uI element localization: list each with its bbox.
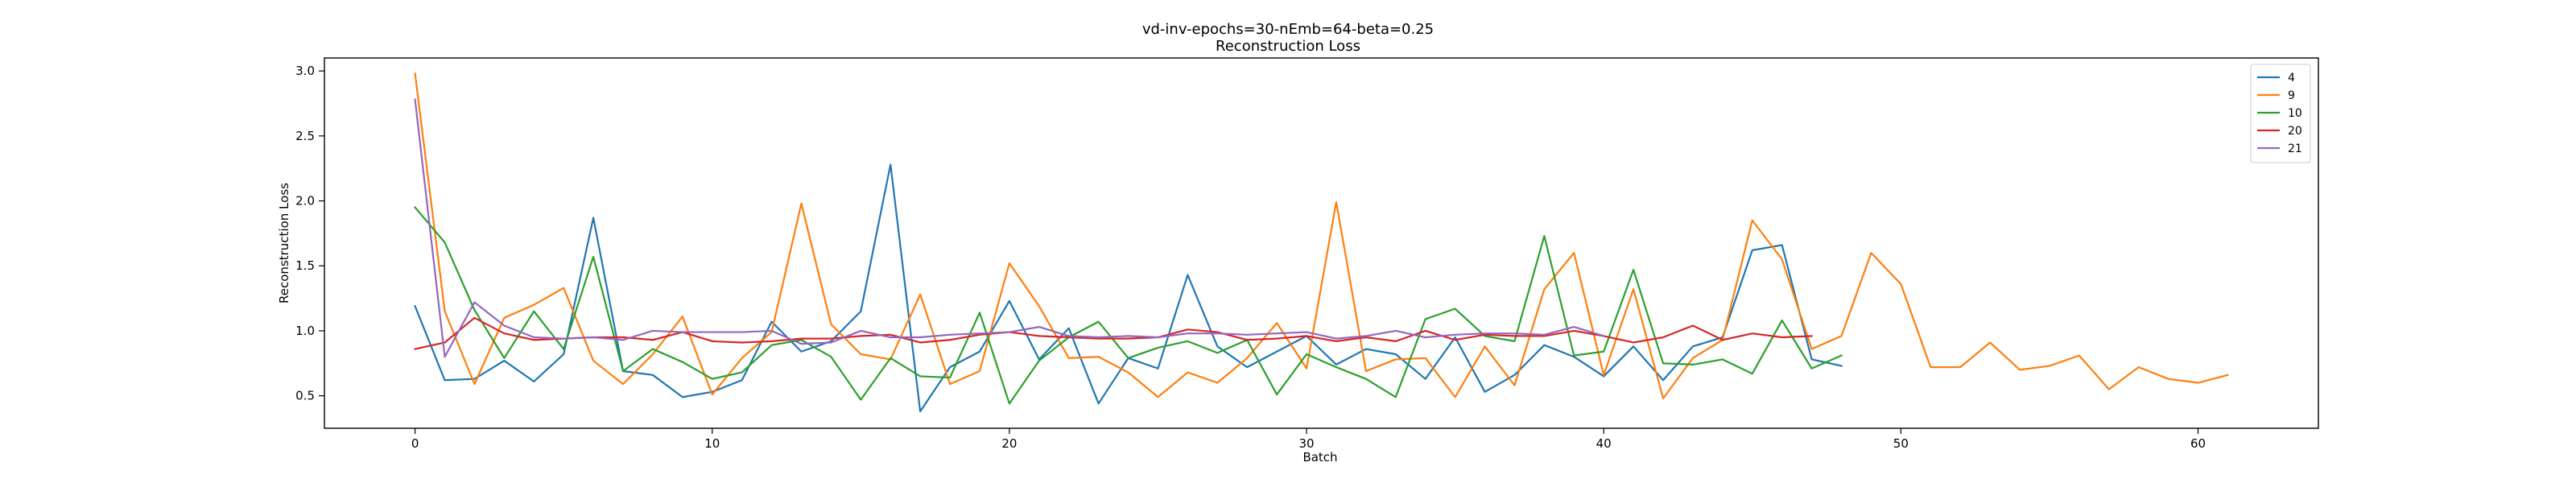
y-tick-label-1.5: 1.5: [295, 258, 315, 273]
x-tick-label-40: 40: [1596, 436, 1612, 451]
legend-label-4: 4: [2288, 72, 2295, 85]
x-axis-label: Batch: [1302, 450, 1337, 464]
y-tick-label-1: 1.0: [295, 324, 315, 338]
y-tick-label-2.5: 2.5: [295, 129, 315, 143]
plot-frame: [324, 57, 2319, 429]
x-tick-label-30: 30: [1298, 436, 1314, 451]
x-tick-label-0: 0: [411, 436, 419, 451]
y-axis-label: Reconstruction Loss: [277, 183, 291, 303]
series-line-20: [414, 316, 1813, 350]
y-tick-label-2: 2.0: [295, 194, 315, 208]
axes-layer: 0 10 20 30 40 50 60 0.5 1.0 1.5 2.0 2.5 3.0: [295, 57, 2319, 451]
x-tick-label-50: 50: [1893, 436, 1909, 451]
series-line-9: [414, 72, 2229, 399]
y-tick-label-0.5: 0.5: [295, 389, 315, 403]
series-line-21: [414, 98, 1605, 358]
legend-label-9: 9: [2288, 89, 2295, 102]
x-tick-label-20: 20: [1001, 436, 1017, 451]
legend-label-21: 21: [2288, 142, 2302, 155]
series-layer: [414, 72, 2229, 413]
x-tick-label-60: 60: [2190, 436, 2206, 451]
series-line-10: [414, 206, 1843, 405]
legend-label-10: 10: [2288, 107, 2302, 120]
x-tick-label-10: 10: [704, 436, 720, 451]
chart-title: vd-inv-epochs=30-nEmb=64-beta=0.25: [1142, 21, 1434, 38]
y-tick-label-3: 3.0: [295, 64, 315, 78]
legend: 4 9 10 20 21: [2250, 64, 2311, 163]
chart-subtitle: Reconstruction Loss: [1216, 38, 1360, 55]
legend-label-20: 20: [2288, 125, 2302, 138]
legend-box: [2250, 64, 2311, 163]
